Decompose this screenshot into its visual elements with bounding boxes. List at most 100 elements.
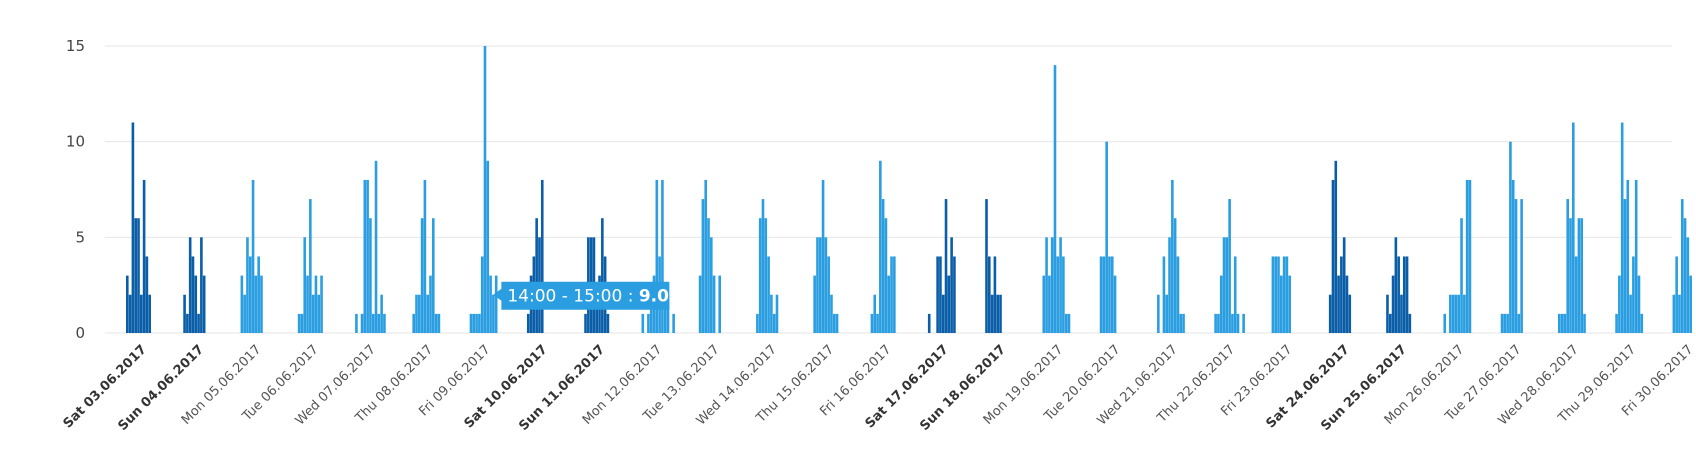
bar [360,313,364,333]
bar [254,275,258,333]
bar [1626,179,1630,333]
bar [1637,275,1641,333]
bar [950,237,953,333]
bar [1171,179,1174,333]
bar [1405,256,1409,333]
y-tick-label: 0 [75,324,85,342]
bar [1067,313,1071,333]
bar [601,218,604,333]
bar [758,218,762,333]
bar [816,237,819,333]
bar [1110,256,1114,333]
bar [813,275,816,333]
bar [1173,218,1177,333]
bar [186,313,189,333]
bar [830,294,833,333]
bar [535,218,538,333]
bar [1563,313,1567,333]
y-axis-tick-labels: 0 5 10 15 [66,37,85,342]
bar [489,275,492,333]
bar [1514,199,1518,333]
bar [1274,256,1277,333]
bar [492,294,495,333]
bar [661,179,664,333]
bar [672,313,675,333]
bar [698,275,702,333]
bar [311,294,315,333]
bar [1640,313,1644,333]
bar [306,275,309,333]
bar [432,218,435,333]
bar [595,294,599,333]
bar [469,313,473,333]
bar [1569,218,1572,333]
bar [1574,256,1578,333]
bar [821,179,825,333]
bar [1678,294,1681,333]
bar [993,256,997,333]
tooltip-box [493,281,670,310]
bar [1672,294,1676,333]
bar [1675,256,1678,333]
bar [1340,256,1343,333]
bar [1386,294,1389,333]
bar [1566,199,1569,333]
bar [1288,275,1291,333]
bar [380,294,383,333]
bar [483,46,487,333]
bar [371,313,375,333]
bar [1236,313,1240,333]
y-tick-label: 5 [75,228,85,246]
bar [947,275,951,333]
bar [472,313,476,333]
bar [827,256,830,333]
bar [873,294,877,333]
bar [1059,237,1062,333]
bar [1400,294,1403,333]
bar [870,313,874,333]
bar [881,199,885,333]
bar [655,179,659,333]
bar [1517,313,1521,333]
bar [1157,294,1160,333]
tooltip-text: 14:00 - 15:00 : 9.0 [507,287,669,307]
bar [953,256,956,333]
bar [884,218,888,333]
bar [1099,256,1103,333]
bar [1454,294,1458,333]
bar [429,275,432,333]
bar [1618,275,1621,333]
bar [383,313,386,333]
bar [320,275,323,333]
bar [1048,275,1051,333]
bar [1615,313,1618,333]
bar [939,256,942,333]
bar [437,313,441,333]
bar [1680,199,1684,333]
bar [1064,313,1068,333]
bar [764,218,768,333]
bar [303,237,307,333]
bar [202,275,206,333]
bar [1168,237,1171,333]
bar [893,256,896,333]
bar [775,294,779,333]
bar [832,313,836,333]
bar [1280,275,1283,333]
bar [1457,294,1461,333]
bar [1632,256,1635,333]
bar [1623,199,1627,333]
bars [126,46,1692,333]
bar [1583,313,1586,333]
bar [355,313,358,333]
bar [200,237,203,333]
bar [1348,294,1352,333]
bar [710,237,713,333]
bar [377,313,381,333]
bar [824,237,828,333]
bar [707,218,710,333]
bar [990,294,994,333]
bar [369,218,372,333]
